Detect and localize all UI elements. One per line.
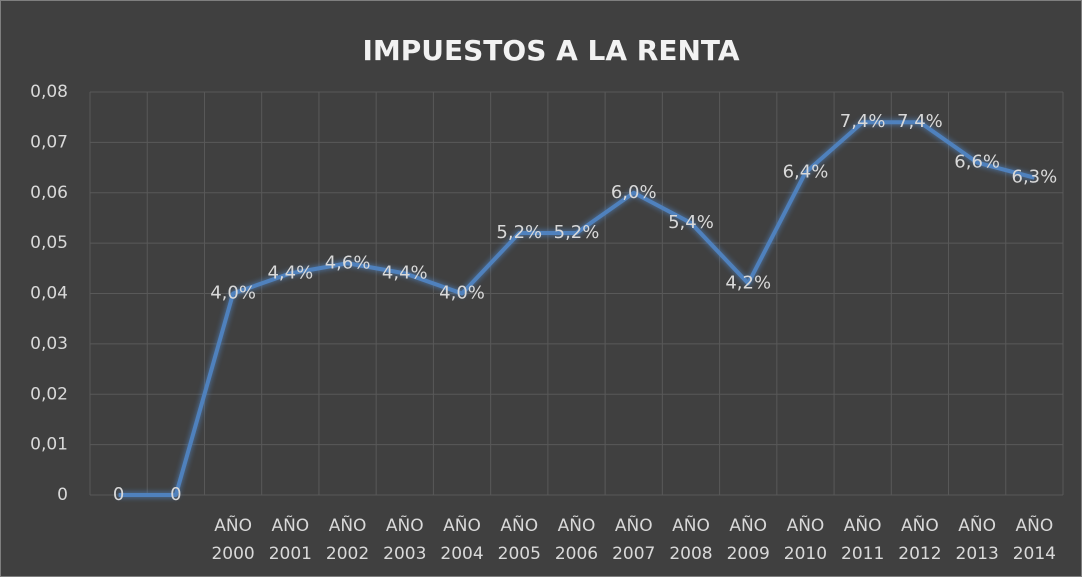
- x-tick-label: AÑO 2012: [898, 514, 941, 564]
- x-tick-label: AÑO 2005: [498, 514, 541, 564]
- line: [118, 120, 1035, 497]
- y-tick-label: 0,05: [30, 233, 68, 253]
- data-label: 5,2%: [554, 222, 600, 243]
- y-tick-label: 0,01: [30, 435, 68, 455]
- x-tick-label: AÑO 2013: [956, 514, 999, 564]
- x-tick-label: AÑO 2008: [669, 514, 712, 564]
- x-tick-label: AÑO 2004: [440, 514, 483, 564]
- x-tick-label: AÑO 2011: [841, 514, 884, 564]
- data-label: 6,0%: [611, 182, 657, 203]
- data-label: 6,6%: [954, 152, 1000, 173]
- x-tick-label: AÑO 2000: [211, 514, 254, 564]
- data-label: 4,6%: [325, 252, 371, 273]
- data-label: 4,4%: [382, 262, 428, 283]
- x-tick-label: AÑO 2007: [612, 514, 655, 564]
- chart-title: IMPUESTOS A LA RENTA: [362, 34, 739, 67]
- y-tick-label: 0,06: [30, 183, 68, 203]
- y-tick-label: 0,07: [30, 132, 68, 152]
- data-label: 4,0%: [439, 283, 485, 304]
- x-tick-label: AÑO 2002: [326, 514, 369, 564]
- data-label: 6,4%: [783, 162, 829, 183]
- data-label: 0: [113, 484, 124, 505]
- x-tick-label: AÑO 2001: [269, 514, 312, 564]
- data-label: 4,0%: [210, 283, 256, 304]
- y-tick-label: 0,08: [30, 82, 68, 102]
- data-label: 4,4%: [267, 262, 313, 283]
- y-tick-label: 0,02: [30, 384, 68, 404]
- data-label: 5,4%: [668, 212, 714, 233]
- data-label: 0: [170, 484, 181, 505]
- data-label: 5,2%: [496, 222, 542, 243]
- data-label: 7,4%: [897, 111, 943, 132]
- x-tick-label: AÑO 2010: [784, 514, 827, 564]
- x-tick-label: AÑO 2009: [727, 514, 770, 564]
- x-tick-label: AÑO 2003: [383, 514, 426, 564]
- x-tick-label: AÑO 2006: [555, 514, 598, 564]
- data-label: 6,3%: [1012, 167, 1058, 188]
- y-tick-label: 0,03: [30, 334, 68, 354]
- y-tick-label: 0: [57, 485, 68, 505]
- data-label: 7,4%: [840, 111, 886, 132]
- x-tick-label: AÑO 2014: [1013, 514, 1056, 564]
- y-tick-label: 0,04: [30, 284, 68, 304]
- data-label: 4,2%: [725, 272, 771, 293]
